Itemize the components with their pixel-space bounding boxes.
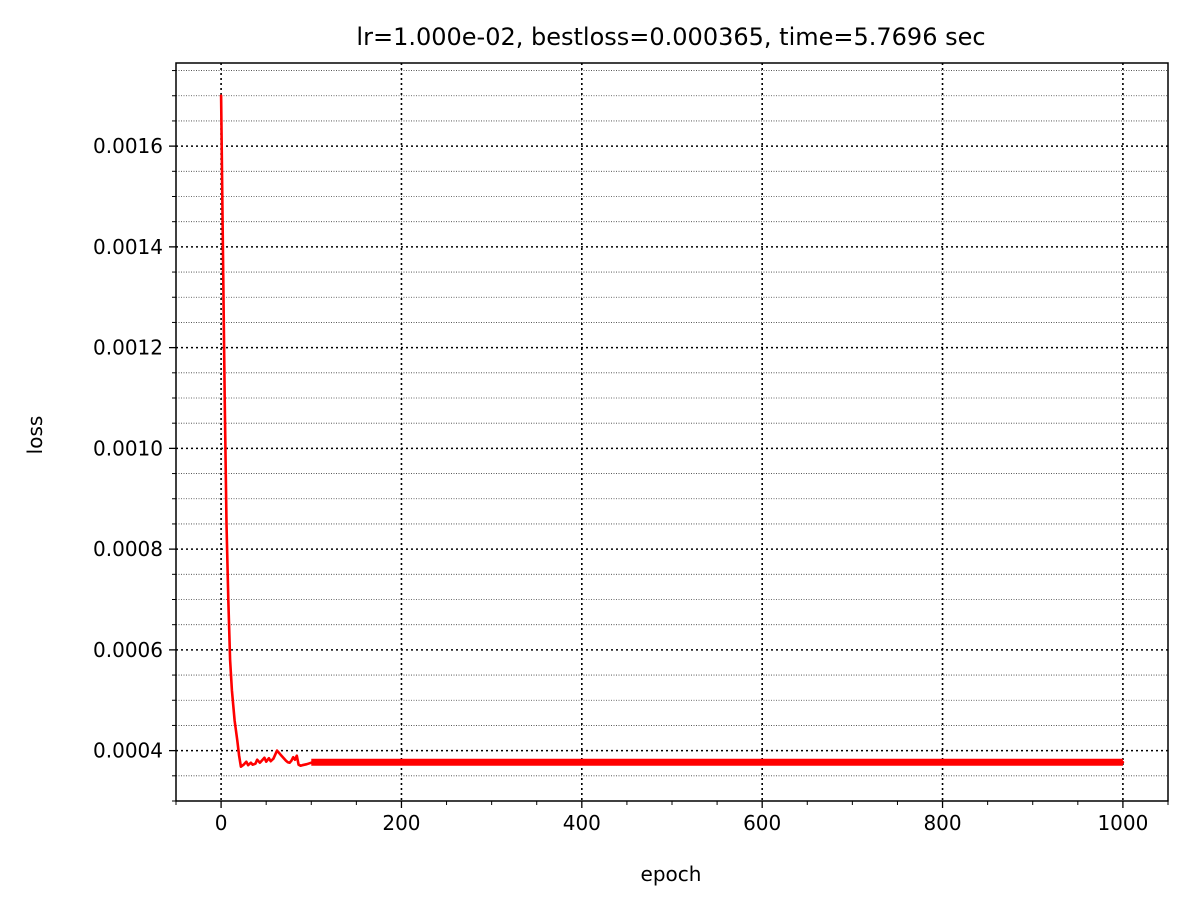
y-tick-label: 0.0004 — [93, 739, 163, 763]
y-tick-label: 0.0016 — [93, 134, 163, 158]
x-axis-label: epoch — [641, 862, 702, 886]
y-tick-label: 0.0010 — [93, 436, 163, 460]
y-tick-label: 0.0008 — [93, 537, 163, 561]
axes-frame — [175, 62, 1169, 802]
x-tick-label: 200 — [382, 811, 420, 835]
y-tick-label: 0.0014 — [93, 235, 163, 259]
x-tick-label: 600 — [743, 811, 781, 835]
y-axis-label: loss — [23, 416, 47, 455]
ticks: 0 200 400 600 800 1000 0.0004 0.0006 0.0008 0.001… — [93, 70, 1169, 835]
y-tick-label: 0.0012 — [93, 336, 163, 360]
grid — [176, 63, 1168, 802]
series — [219, 94, 1125, 769]
x-tick-label: 0 — [215, 811, 228, 835]
x-tick-label: 800 — [923, 811, 961, 835]
x-tick-label: 400 — [563, 811, 601, 835]
y-tick-label: 0.0006 — [93, 638, 163, 662]
chart-title: lr=1.000e-02, bestloss=0.000365, time=5.… — [356, 23, 985, 51]
x-tick-label: 1000 — [1097, 811, 1148, 835]
